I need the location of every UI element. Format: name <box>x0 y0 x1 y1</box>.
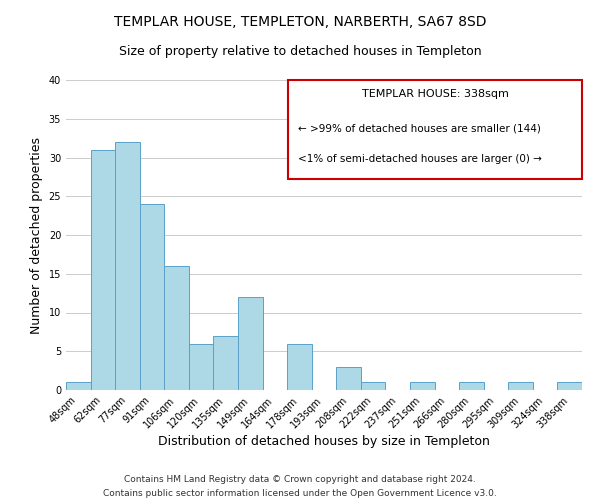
Y-axis label: Number of detached properties: Number of detached properties <box>30 136 43 334</box>
Bar <box>164 266 189 390</box>
Bar <box>410 382 434 390</box>
Text: TEMPLAR HOUSE: 338sqm: TEMPLAR HOUSE: 338sqm <box>362 90 508 100</box>
Bar <box>336 367 361 390</box>
Bar <box>557 382 582 390</box>
Bar <box>287 344 312 390</box>
Text: Contains HM Land Registry data © Crown copyright and database right 2024.
Contai: Contains HM Land Registry data © Crown c… <box>103 476 497 498</box>
Bar <box>66 382 91 390</box>
Bar <box>459 382 484 390</box>
Bar <box>238 297 263 390</box>
Text: TEMPLAR HOUSE, TEMPLETON, NARBERTH, SA67 8SD: TEMPLAR HOUSE, TEMPLETON, NARBERTH, SA67… <box>114 15 486 29</box>
Bar <box>189 344 214 390</box>
FancyBboxPatch shape <box>288 80 582 179</box>
Text: Size of property relative to detached houses in Templeton: Size of property relative to detached ho… <box>119 45 481 58</box>
Bar <box>91 150 115 390</box>
Bar <box>361 382 385 390</box>
Bar <box>508 382 533 390</box>
Text: <1% of semi-detached houses are larger (0) →: <1% of semi-detached houses are larger (… <box>298 154 542 164</box>
Bar <box>214 336 238 390</box>
X-axis label: Distribution of detached houses by size in Templeton: Distribution of detached houses by size … <box>158 436 490 448</box>
Bar <box>140 204 164 390</box>
Text: ← >99% of detached houses are smaller (144): ← >99% of detached houses are smaller (1… <box>298 124 541 134</box>
Bar <box>115 142 140 390</box>
